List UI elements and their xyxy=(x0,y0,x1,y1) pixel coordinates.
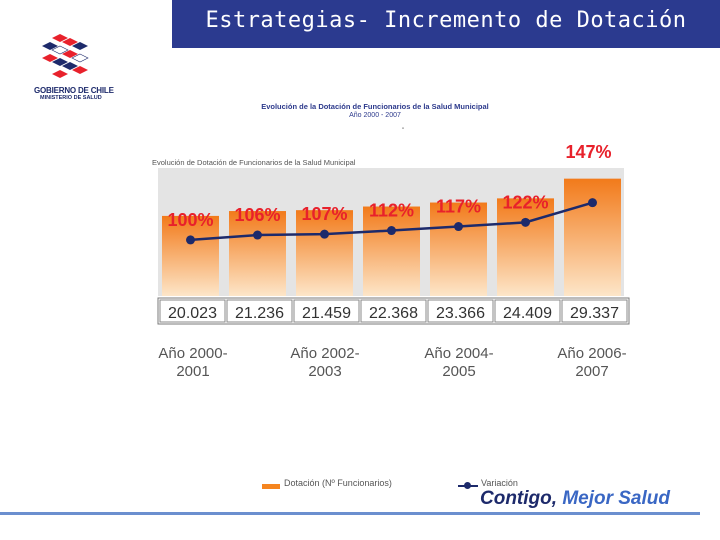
percent-labels: 100% 106% 107% 112% 117% 122% 147% xyxy=(167,142,611,230)
legend-bar-label: Dotación (Nº Funcionarios) xyxy=(284,478,392,488)
percent-label-2002: 107% xyxy=(301,204,347,224)
value-label-2002: 21.459 xyxy=(302,305,351,322)
x-axis-label-line: Año 2000- xyxy=(158,345,227,362)
title-bar: Estrategias- Incremento de Dotación xyxy=(172,0,720,48)
x-axis-label-line: Año 2004- xyxy=(424,345,493,362)
bar-2001 xyxy=(229,211,286,296)
variation-point-2002 xyxy=(320,229,329,239)
value-cell-2002 xyxy=(293,299,360,323)
x-axis-label-1: Año 2000-2001 xyxy=(158,345,227,380)
bar-2006-2007 xyxy=(564,178,621,296)
bar-2000 xyxy=(162,215,219,296)
line-series xyxy=(186,198,597,245)
value-label-2004: 23.366 xyxy=(436,305,485,322)
logo-text-ministry: MINISTERIO DE SALUD xyxy=(40,95,102,101)
legend-bar-swatch xyxy=(262,484,280,489)
slogan: Contigo, Mejor Salud xyxy=(480,488,670,510)
x-axis-label-line: 2007 xyxy=(575,363,608,380)
value-cell-2003 xyxy=(360,299,427,323)
chart-subtitle: Año 2000 - 2007 xyxy=(349,112,401,119)
value-label-2003: 22.368 xyxy=(369,305,418,322)
value-label-2000: 20.023 xyxy=(168,305,217,322)
value-cell-2001 xyxy=(226,299,293,323)
value-cell-2000 xyxy=(159,299,226,323)
x-axis-label-4: Año 2006-2007 xyxy=(557,345,626,380)
bar-series xyxy=(162,178,621,296)
value-cell-2006-2007 xyxy=(561,299,628,323)
logo-text-government: GOBIERNO DE CHILE xyxy=(34,86,114,95)
x-axis-label-line: 2005 xyxy=(442,363,475,380)
x-axis-label-line: 2001 xyxy=(176,363,209,380)
bar-2003 xyxy=(363,206,420,296)
variation-point-2000 xyxy=(186,235,195,245)
slogan-part-a: Contigo, xyxy=(480,488,563,509)
inner-chart-title: Evolución de Dotación de Funcionarios de… xyxy=(152,158,356,167)
percent-label-2000: 100% xyxy=(167,210,213,230)
x-axis-label-line: 2003 xyxy=(308,363,341,380)
percent-label-2004: 117% xyxy=(436,197,481,217)
value-label-2006-2007: 29.337 xyxy=(570,305,619,322)
slogan-part-b: Mejor Salud xyxy=(562,488,670,509)
value-table: 20.023 21.236 21.459 22.368 23.366 24.409 29.3… xyxy=(157,297,630,325)
percent-label-2003: 112% xyxy=(369,201,414,221)
x-axis-label-line: Año 2002- xyxy=(290,345,359,362)
x-axis-label-line: Año 2006- xyxy=(557,345,626,362)
x-axis-label-2: Año 2002-2003 xyxy=(290,345,359,380)
percent-label-2005: 122% xyxy=(502,192,548,212)
variation-point-2005 xyxy=(521,217,530,227)
bottom-rule xyxy=(0,512,700,515)
chart-title: Evolución de la Dotación de Funcionarios… xyxy=(261,102,489,111)
x-axis-label-3: Año 2004-2005 xyxy=(424,345,493,380)
logo-mark xyxy=(42,34,89,78)
value-label-2001: 21.236 xyxy=(235,305,284,322)
government-logo xyxy=(42,34,89,78)
legend-line-dot xyxy=(464,482,471,489)
percent-label-2001: 106% xyxy=(234,205,280,225)
legend-line-label: Variación xyxy=(481,478,518,488)
page-title: Estrategias- Incremento de Dotación xyxy=(205,8,687,33)
bar-2005 xyxy=(497,198,554,296)
percent-label-2006-2007: 147% xyxy=(565,142,611,162)
variation-point-2001 xyxy=(253,230,262,240)
stray-mark: " xyxy=(402,128,405,134)
bar-2002 xyxy=(296,210,353,296)
variation-point-2006-2007 xyxy=(588,198,597,208)
value-cell-2004 xyxy=(427,299,494,323)
variation-point-2003 xyxy=(387,226,396,236)
value-cell-2005 xyxy=(494,299,561,323)
variation-point-2004 xyxy=(454,222,463,232)
bar-2004 xyxy=(430,202,487,296)
value-label-2005: 24.409 xyxy=(503,305,552,322)
